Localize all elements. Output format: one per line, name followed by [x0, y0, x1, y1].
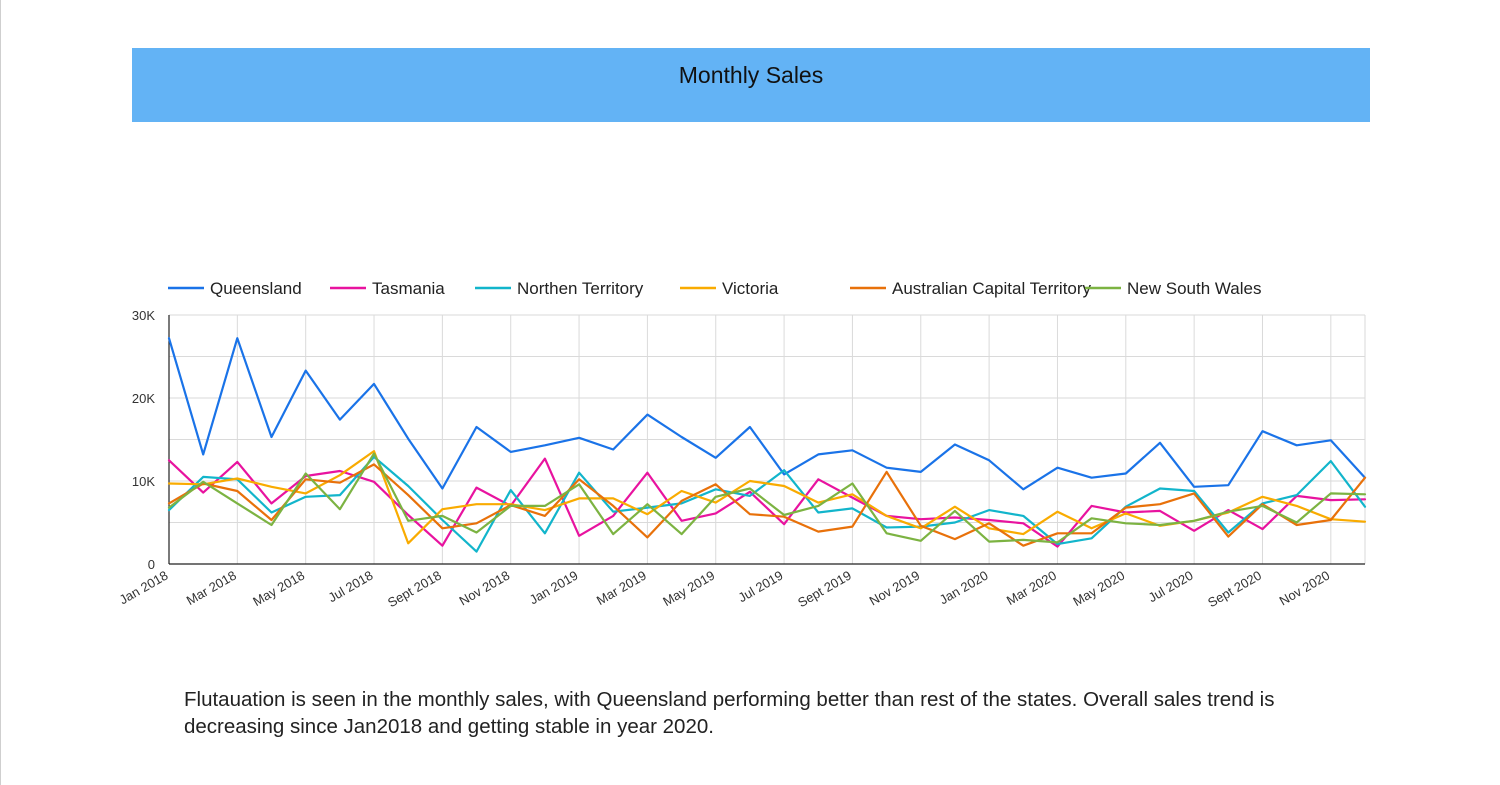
x-tick-label: Sept 2018	[385, 568, 444, 611]
legend-label: Northen Territory	[517, 279, 644, 298]
chart-legend: Queensland Tasmania Northen Territory Victo…	[168, 279, 1261, 298]
legend-label: Queensland	[210, 279, 302, 298]
x-tick-label: Nov 2019	[867, 568, 923, 609]
x-tick-label: Jul 2018	[325, 568, 375, 606]
y-tick-label: 20K	[132, 391, 155, 406]
y-axis-tick-labels: 0 10K 20K 30K	[132, 308, 155, 572]
series-line	[167, 337, 1367, 491]
series-line	[167, 452, 1367, 544]
series-line	[167, 463, 1367, 547]
series-line	[167, 455, 1367, 553]
x-tick-label: Sept 2020	[1205, 568, 1264, 611]
x-tick-label: Mar 2019	[594, 568, 649, 608]
x-tick-label: Jul 2019	[736, 568, 786, 606]
x-tick-label: Jan 2019	[527, 568, 581, 608]
series-line	[167, 457, 1367, 548]
x-tick-label: Jan 2020	[937, 568, 991, 608]
x-tick-label: Jan 2018	[117, 568, 171, 608]
y-tick-label: 10K	[132, 474, 155, 489]
y-tick-label: 0	[148, 557, 155, 572]
legend-label: Australian Capital Territory	[892, 279, 1092, 298]
monthly-sales-line-chart: Queensland Tasmania Northen Territory Victo…	[117, 279, 1367, 611]
legend-label: Tasmania	[372, 279, 445, 298]
title-banner: Monthly Sales	[132, 48, 1370, 122]
x-tick-label: Mar 2018	[184, 568, 239, 608]
chart-insight-text: Flutauation is seen in the monthly sales…	[184, 688, 1275, 738]
x-axis-tick-labels: Jan 2018 Mar 2018 May 2018 Jul 2018 Sept 201…	[117, 568, 1333, 611]
page-title: Monthly Sales	[678, 62, 824, 88]
chart-series	[167, 337, 1367, 553]
x-tick-label: May 2018	[250, 568, 307, 610]
legend-label: New South Wales	[1127, 279, 1261, 298]
chart-axes	[168, 315, 1365, 565]
x-tick-label: May 2019	[660, 568, 717, 610]
x-tick-label: Mar 2020	[1004, 568, 1059, 608]
x-tick-label: Nov 2020	[1277, 568, 1333, 609]
page-left-border	[0, 0, 1, 785]
x-tick-label: Jul 2020	[1146, 568, 1196, 606]
x-tick-label: Sept 2019	[795, 568, 854, 611]
chart-grid	[168, 314, 1366, 565]
x-tick-label: Nov 2018	[457, 568, 513, 609]
y-tick-label: 30K	[132, 308, 155, 323]
x-tick-label: May 2020	[1070, 568, 1127, 610]
legend-label: Victoria	[722, 279, 779, 298]
